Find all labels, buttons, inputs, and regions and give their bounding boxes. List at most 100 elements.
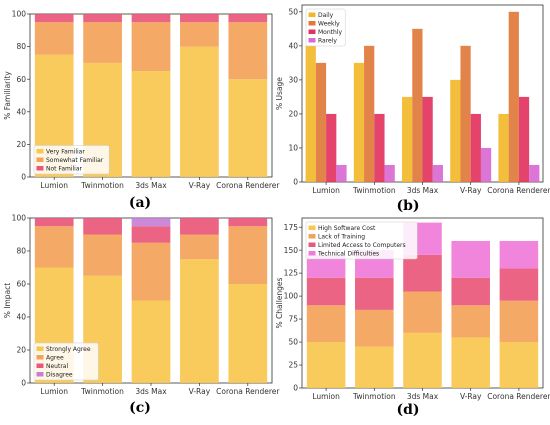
y-tick-label: 0: [293, 178, 298, 187]
bar-segment: [180, 22, 219, 47]
x-tick-label: Corona Renderer: [487, 186, 550, 195]
legend-box: [33, 145, 110, 175]
y-tick-label: 40: [16, 107, 26, 116]
legend-swatch: [36, 149, 44, 154]
x-tick-label: Corona Renderer: [216, 387, 280, 396]
bar: [364, 45, 375, 182]
y-tick-label: 30: [288, 75, 298, 84]
bar-segment: [451, 337, 490, 388]
legend-swatch: [308, 12, 316, 17]
legend-label: High Software Cost: [318, 225, 376, 232]
y-tick-label: 40: [16, 313, 26, 322]
bar-segment: [306, 254, 346, 278]
legend-label: Technical Difficulties: [317, 251, 379, 258]
bar-segment: [180, 46, 219, 177]
bar-segment: [403, 332, 442, 388]
y-tick-label: 0: [21, 379, 26, 388]
legend-label: Somewhat Familiar: [46, 157, 104, 164]
legend-swatch: [36, 355, 44, 360]
y-tick-label: 0: [21, 173, 26, 182]
x-tick-label: Twinmotion: [80, 181, 124, 190]
y-axis-label: % Impact: [3, 283, 12, 319]
legend-label: Not Familiar: [46, 166, 83, 173]
x-tick-label: 3ds Max: [407, 186, 439, 195]
bar-segment: [34, 218, 74, 227]
x-tick-label: V-Ray: [189, 181, 211, 190]
y-axis-label: % Familiarity: [3, 71, 12, 120]
bar-segment: [355, 346, 394, 388]
y-tick-label: 100: [12, 10, 27, 19]
bar-segment: [131, 71, 171, 177]
bar-segment: [83, 22, 122, 63]
bar-segment: [499, 268, 539, 301]
legend-label: Agree: [46, 355, 64, 362]
y-tick-label: 125: [284, 269, 299, 278]
legend-swatch: [308, 225, 316, 230]
bar-segment: [228, 218, 268, 227]
x-tick-label: V-Ray: [460, 186, 482, 195]
bar-segment: [180, 218, 219, 235]
bar-segment: [34, 14, 74, 23]
legend-swatch: [36, 166, 44, 171]
bar-segment: [34, 226, 74, 268]
legend-box: [33, 342, 99, 381]
bar: [498, 113, 509, 182]
legend-label: Weekly: [318, 21, 340, 28]
chart-d-challenges: 0 25 50 75 100 125 150 175 % Challenges Lumion Twi…: [275, 217, 550, 418]
bar-segment: [403, 254, 442, 292]
x-tick-label: Lumion: [40, 387, 68, 396]
bar-segment: [306, 277, 346, 306]
legend-label: Lack of Training: [318, 234, 365, 241]
bar-segment: [306, 305, 346, 343]
y-tick-label: 60: [16, 75, 26, 84]
bar-segment: [451, 240, 490, 278]
legend-swatch: [308, 234, 316, 239]
bar-segment: [180, 259, 219, 383]
bar: [412, 28, 423, 183]
legend-label: Neutral: [46, 363, 68, 370]
bar-segment: [83, 218, 122, 235]
x-tick-label: 3ds Max: [407, 392, 439, 401]
y-tick-label: 50: [288, 338, 298, 347]
legend-swatch: [308, 21, 316, 26]
legend-label: Rarely: [318, 38, 337, 45]
bar-segment: [499, 240, 539, 269]
panel-label: (a): [129, 195, 151, 211]
bar: [529, 164, 540, 182]
bar-segment: [499, 300, 539, 343]
y-tick-label: 60: [16, 280, 26, 289]
bar: [402, 96, 413, 182]
bar: [432, 164, 443, 182]
bar: [518, 96, 530, 182]
bar-segment: [451, 277, 490, 306]
legend-box: [305, 8, 346, 47]
legend-swatch: [36, 372, 44, 377]
x-tick-label: Lumion: [40, 181, 68, 190]
y-tick-label: 20: [16, 140, 26, 149]
bar-segment: [499, 342, 539, 388]
bar-segment: [228, 284, 268, 383]
bar-segment: [355, 309, 394, 347]
legend-label: Disagree: [46, 372, 73, 379]
bar-segment: [34, 22, 74, 55]
x-tick-label: V-Ray: [460, 392, 482, 401]
x-tick-label: Twinmotion: [352, 186, 396, 195]
bar-segment: [228, 226, 268, 284]
bar: [326, 113, 337, 182]
bar-segment: [403, 291, 442, 333]
bar-segment: [228, 22, 268, 80]
bar: [353, 62, 365, 182]
x-tick-label: V-Ray: [189, 387, 211, 396]
x-tick-label: 3ds Max: [135, 181, 167, 190]
bar-segment: [451, 305, 490, 338]
bar-segment: [83, 14, 122, 23]
y-tick-label: 100: [284, 292, 299, 301]
bar-segment: [131, 218, 171, 227]
x-tick-label: Twinmotion: [80, 387, 124, 396]
legend-label: Daily: [318, 12, 334, 19]
y-axis-label: % Usage: [275, 77, 284, 110]
bar: [470, 113, 481, 182]
y-tick-label: 80: [16, 247, 26, 256]
legend-label: Limited Access to Computers: [318, 242, 406, 249]
